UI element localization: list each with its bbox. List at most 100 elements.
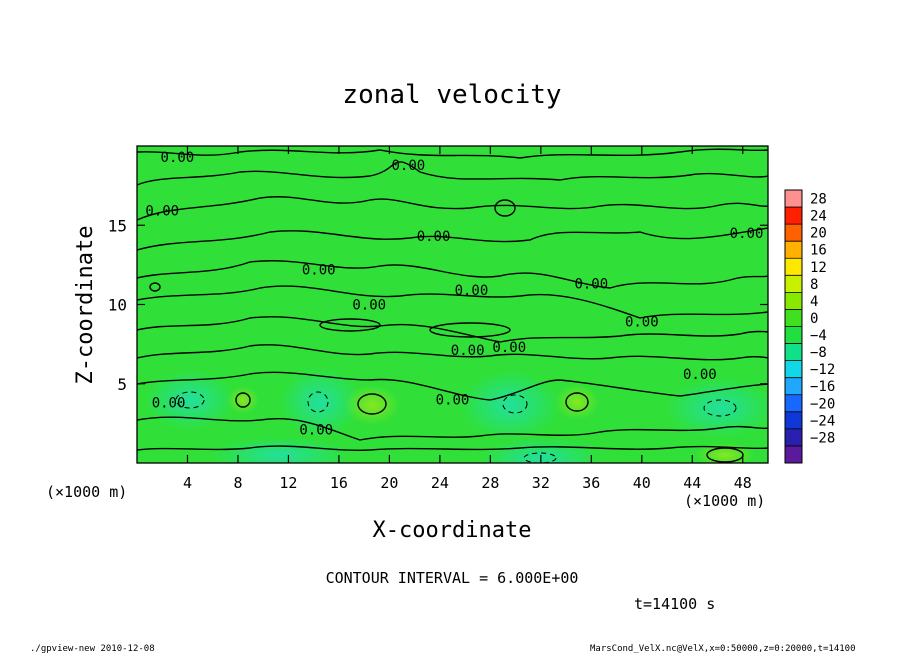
contour-label: 0.00 [302, 262, 336, 278]
colorbar-label: −4 [810, 328, 827, 344]
colorbar-swatch [785, 411, 802, 429]
x-tick-label: 20 [380, 474, 398, 492]
contour-negative [502, 394, 528, 414]
colorbar-label: −20 [810, 396, 835, 412]
contour-line [137, 416, 768, 441]
colorbar-swatch [785, 207, 802, 225]
pos-blob [344, 385, 400, 425]
contour-line [137, 445, 768, 451]
x-tick-label: 28 [481, 474, 499, 492]
x-tick-label: 40 [633, 474, 651, 492]
contour-label: 0.00 [145, 204, 179, 220]
contour-line [137, 227, 768, 251]
contour-negative [307, 391, 329, 413]
contour-label: 0.00 [625, 315, 659, 331]
contour-closed [357, 393, 387, 415]
pos-blob [227, 386, 259, 414]
contour-label: 0.00 [299, 422, 333, 438]
x-tick-label: 16 [330, 474, 348, 492]
colorbar-label: 4 [810, 294, 818, 310]
contour-line [137, 371, 768, 401]
colorbar-swatch [785, 190, 802, 208]
colorbar-swatch [785, 445, 802, 463]
pos-blob [555, 384, 599, 420]
contour-lines [137, 148, 768, 463]
contour-line [137, 161, 768, 186]
colorbar-swatch [785, 394, 802, 412]
contour-label: 0.00 [161, 150, 195, 166]
neg-blob [480, 438, 600, 463]
y-tick-label: 15 [108, 216, 127, 235]
colorbar-label: 28 [810, 192, 827, 208]
colorbar-label: 0 [810, 311, 818, 327]
contour-negative [175, 391, 205, 409]
x-tick-label: 36 [582, 474, 600, 492]
contour-line [137, 316, 768, 343]
contour-interval: CONTOUR INTERVAL = 6.000E+00 [326, 569, 579, 587]
colorbar-label: −12 [810, 362, 835, 378]
neg-blob [280, 367, 360, 437]
contour-label: 0.00 [417, 229, 451, 245]
colorbar-label: 12 [810, 260, 827, 276]
contour-label: 0.00 [683, 367, 717, 383]
x-unit-left: (×1000 m) [46, 483, 127, 501]
x-tick-label: 32 [532, 474, 550, 492]
contour-closed [149, 282, 161, 292]
colorbar-swatch [785, 326, 802, 344]
colorbar-swatch [785, 292, 802, 310]
colorbar-swatch [785, 360, 802, 378]
contour-negative [523, 452, 557, 463]
contour-closed [319, 318, 381, 332]
y-axis-label: Z-coordinate [73, 226, 98, 385]
colorbar-swatch [785, 241, 802, 259]
colorbar-swatch [785, 309, 802, 327]
contour-closed [235, 392, 251, 408]
colorbar-swatch [785, 377, 802, 395]
contour-dashed [175, 391, 737, 463]
contour-label: 0.00 [436, 392, 470, 408]
y-tick-label: 10 [108, 296, 127, 315]
footer-right: MarsCond_VelX.nc@VelX,x=0:50000,z=0:2000… [590, 644, 856, 654]
contour-line [137, 285, 768, 319]
colorbar-swatch [785, 224, 802, 242]
y-tick-label: 5 [117, 375, 127, 394]
contour-label: 0.00 [352, 297, 386, 313]
contour-line [137, 260, 768, 289]
colorbar-swatch [785, 428, 802, 446]
contour-closed [565, 392, 589, 412]
contour-label: 0.00 [391, 158, 425, 174]
x-axis-label: X-coordinate [373, 518, 532, 543]
contour-label: 0.00 [451, 343, 485, 359]
contour-closed [429, 322, 511, 338]
colorbar-label: 8 [810, 277, 818, 293]
chart-title: zonal velocity [342, 80, 561, 110]
contour-label: 0.00 [492, 340, 526, 356]
neg-blob [145, 370, 235, 430]
time-label: t=14100 s [634, 595, 715, 613]
contour-label: 0.00 [574, 277, 608, 293]
neg-blob [210, 437, 350, 463]
colorbar-label: −16 [810, 379, 835, 395]
x-tick-label: 48 [734, 474, 752, 492]
y-axis: 5 10 15 [108, 216, 768, 394]
x-axis: 4 8 12 16 20 24 28 32 36 40 44 48 [183, 146, 752, 492]
colorbar-label: 16 [810, 243, 827, 259]
colorbar-label: −28 [810, 430, 835, 446]
colorbar-swatch [785, 258, 802, 276]
plot-area: 0.00 0.00 0.00 0.00 0.00 0.00 0.00 0.00 0.00 0.00… [137, 146, 768, 463]
colorbar-label: 24 [810, 209, 827, 225]
neg-blob [460, 370, 560, 440]
contour-line [137, 344, 768, 361]
colorbar-swatch [785, 275, 802, 293]
contour-label: 0.00 [152, 396, 186, 412]
x-tick-label: 12 [279, 474, 297, 492]
colorbar-swatch [785, 343, 802, 361]
colorbar-label: 20 [810, 226, 827, 242]
contour-line [137, 196, 768, 221]
contour-labels: 0.00 0.00 0.00 0.00 0.00 0.00 0.00 0.00 0.00 0.00… [145, 150, 763, 439]
contour-label: 0.00 [730, 226, 764, 242]
x-unit-right: (×1000 m) [684, 492, 765, 510]
colorbar-label: −24 [810, 413, 835, 429]
